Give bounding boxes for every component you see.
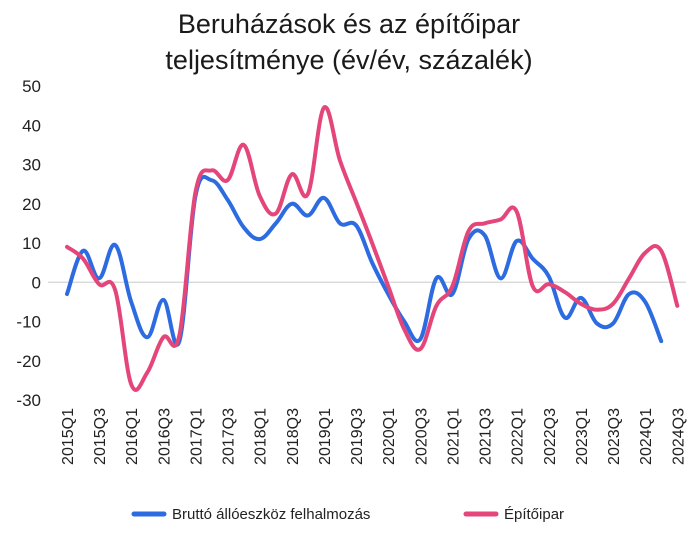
chart-title: Beruházások és az építőipar teljesítmény… <box>0 6 698 78</box>
y-tick-label: 10 <box>22 234 41 253</box>
x-tick-label: 2022Q1 <box>510 408 527 465</box>
x-tick-label: 2016Q1 <box>124 408 141 465</box>
x-tick-label: 2015Q3 <box>92 408 109 465</box>
y-tick-label: 0 <box>32 273 41 292</box>
y-tick-label: 20 <box>22 195 41 214</box>
x-axis: 2015Q1 2015Q3 2016Q1 2016Q3 2017Q1 2017Q3 2018… <box>60 408 687 465</box>
chart-title-line-1: Beruházások és az építőipar <box>177 9 521 39</box>
x-tick-label: 2024Q3 <box>670 408 687 465</box>
x-tick-label: 2020Q3 <box>413 408 430 465</box>
x-tick-label: 2021Q1 <box>445 408 462 465</box>
x-tick-label: 2017Q1 <box>189 408 206 465</box>
legend: Bruttó állóeszköz felhalmozás Építőipar <box>131 506 564 523</box>
y-tick-label: -10 <box>16 313 41 332</box>
x-tick-label: 2018Q1 <box>253 408 270 465</box>
x-tick-label: 2018Q3 <box>285 408 302 465</box>
legend-label: Bruttó állóeszköz felhalmozás <box>172 506 370 523</box>
series-line-brutto <box>65 174 664 347</box>
x-tick-label: 2023Q3 <box>606 408 623 465</box>
legend-label: Építőipar <box>504 506 564 523</box>
y-tick-label: 40 <box>22 116 41 135</box>
x-tick-label: 2020Q1 <box>381 408 398 465</box>
y-axis: 50 40 30 20 10 0 -10 -20 -30 <box>16 77 41 410</box>
x-tick-label: 2023Q1 <box>574 408 591 465</box>
chart-title-line-2: teljesítménye (év/év, százalék) <box>165 45 533 75</box>
x-tick-label: 2016Q3 <box>156 408 173 465</box>
x-tick-label: 2022Q3 <box>542 408 559 465</box>
series-line-epitoipar <box>65 105 680 392</box>
x-tick-label: 2021Q3 <box>478 408 495 465</box>
x-tick-label: 2019Q1 <box>317 408 334 465</box>
x-tick-label: 2024Q1 <box>638 408 655 465</box>
x-tick-label: 2019Q3 <box>349 408 366 465</box>
y-tick-label: -30 <box>16 391 41 410</box>
x-tick-label: 2017Q3 <box>221 408 238 465</box>
x-tick-label: 2015Q1 <box>60 408 77 465</box>
y-tick-label: 30 <box>22 156 41 175</box>
y-tick-label: -20 <box>16 352 41 371</box>
series-group <box>65 105 680 392</box>
y-tick-label: 50 <box>22 77 41 96</box>
